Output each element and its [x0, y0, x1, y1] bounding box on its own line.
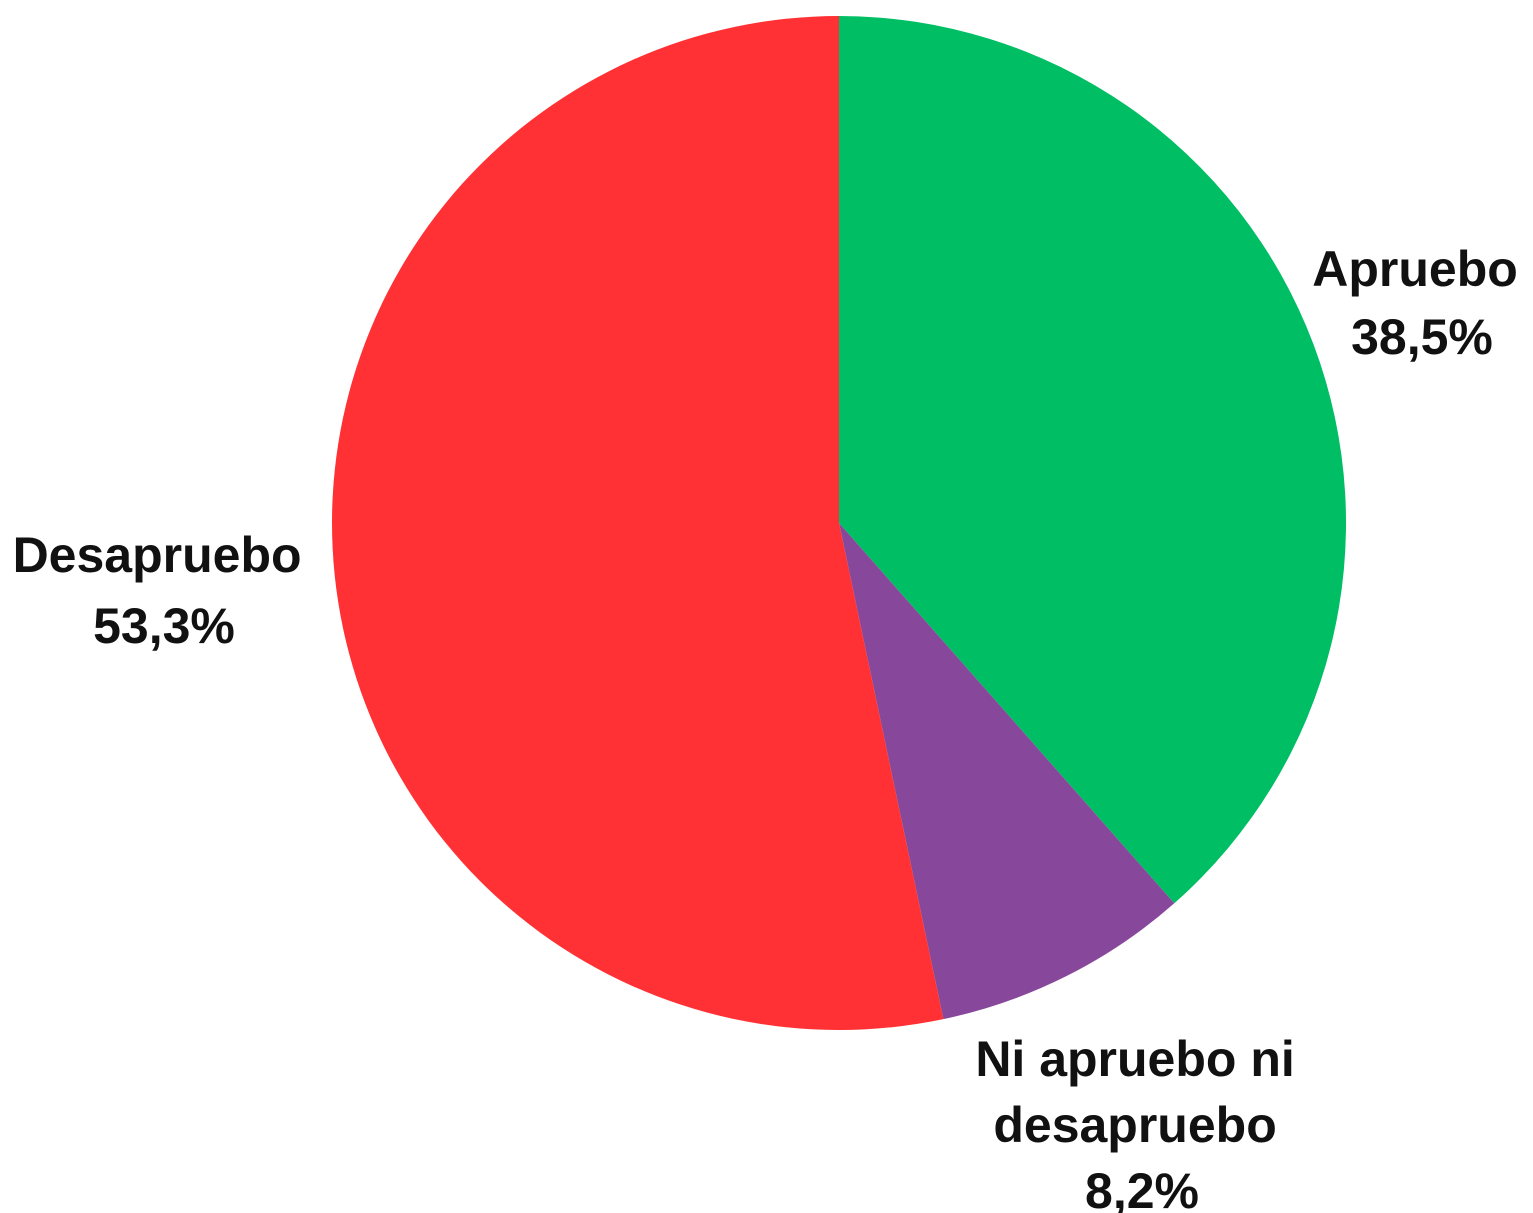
label-desapruebo: Desapruebo 53,3% [13, 527, 316, 654]
label-neutral: Ni apruebo ni desapruebo 8,2% [975, 1031, 1308, 1213]
slice-neutral [839, 523, 1175, 1020]
slice-apruebo [839, 16, 1347, 904]
pie-slices [331, 16, 1347, 1031]
label-neutral-value: 8,2% [1085, 1163, 1199, 1213]
label-desapruebo-value: 53,3% [93, 598, 235, 654]
label-apruebo-value: 38,5% [1351, 309, 1493, 365]
label-neutral-line2: desapruebo [993, 1097, 1276, 1153]
label-neutral-line1: Ni apruebo ni [975, 1031, 1294, 1087]
label-apruebo-name: Apruebo [1312, 241, 1518, 297]
label-desapruebo-name: Desapruebo [13, 527, 302, 583]
slice-desapruebo [331, 16, 944, 1031]
label-apruebo: Apruebo 38,5% [1312, 241, 1531, 365]
